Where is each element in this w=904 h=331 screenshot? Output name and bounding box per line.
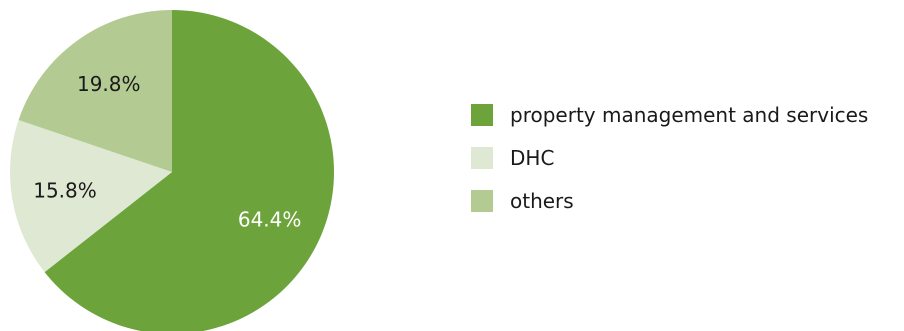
slice-value-label-others: 19.8% — [77, 72, 141, 96]
pie-slices — [9, 10, 334, 331]
legend-label-dhc: DHC — [510, 146, 554, 170]
pie-value-labels: 64.4% 15.8% 19.8% — [33, 72, 301, 232]
slice-value-label-property-management: 64.4% — [238, 207, 302, 231]
slice-value-label-dhc: 15.8% — [33, 178, 97, 202]
legend-swatch-dhc — [471, 147, 493, 169]
legend-label-others: others — [510, 189, 574, 213]
legend-swatch-property-management — [471, 104, 493, 126]
legend-label-property-management: property management and services — [510, 103, 868, 127]
chart-legend: property management and services DHC other… — [471, 103, 868, 213]
pie-slice-property-management — [44, 10, 334, 331]
pie-slice-others — [18, 10, 173, 172]
pie-slice-dhc — [9, 120, 172, 273]
legend-swatch-others — [471, 190, 493, 212]
